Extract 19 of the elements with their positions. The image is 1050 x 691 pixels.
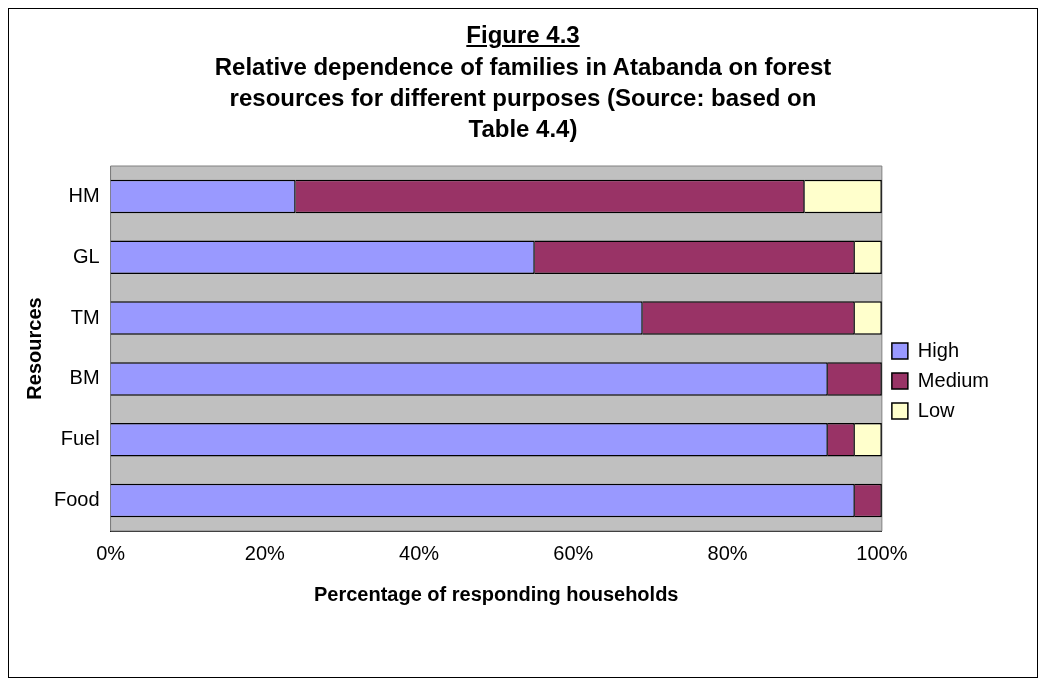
legend-label: High xyxy=(917,338,960,361)
x-axis-title: Percentage of responding households xyxy=(313,582,679,605)
y-tick-label: BM xyxy=(69,365,100,388)
y-tick-label: Fuel xyxy=(60,426,100,449)
chart-subtitle: Relative dependence of families in Atabanda on forest resources for different purposes (Source: based on Table 4.4) xyxy=(213,52,833,145)
y-tick-label: TM xyxy=(70,305,100,328)
legend-label: Medium xyxy=(917,368,990,391)
chart-title: Figure 4.3 xyxy=(465,21,581,49)
y-axis-title: Resources xyxy=(22,296,45,400)
x-tick-label: 20% xyxy=(244,541,286,564)
y-tick-label: GL xyxy=(72,244,100,267)
y-tick-label: Food xyxy=(53,487,100,510)
legend-label: Low xyxy=(917,398,956,421)
y-tick-label: HM xyxy=(68,183,100,206)
x-tick-label: 60% xyxy=(553,541,594,564)
x-tick-label: 0% xyxy=(96,541,126,564)
x-tick-label: 80% xyxy=(707,541,748,564)
x-tick-label: 40% xyxy=(399,541,440,564)
x-tick-label: 100% xyxy=(856,541,908,564)
